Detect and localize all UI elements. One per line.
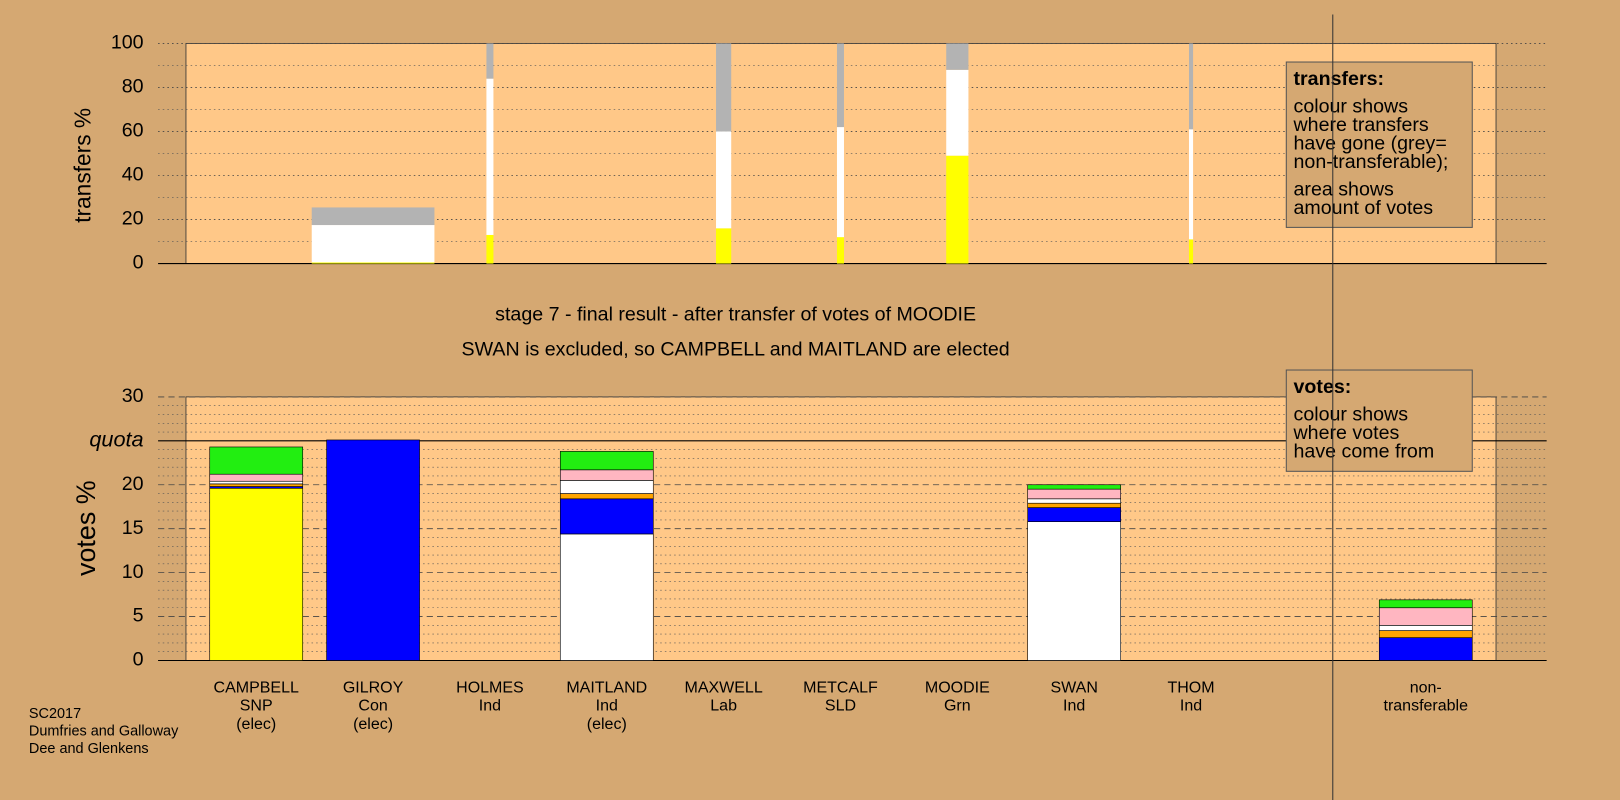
y-tick-label: 20	[122, 473, 144, 495]
bar-segment	[946, 43, 969, 70]
y-tick-label: 15	[122, 517, 144, 539]
x-tick-label: Grn	[944, 698, 971, 715]
bar-segment	[486, 43, 494, 79]
x-tick-label: METCALF	[803, 680, 878, 697]
legend-title: transfers:	[1294, 68, 1385, 90]
footer-text: SC2017	[29, 706, 81, 722]
bar-segment	[559, 498, 654, 535]
bar-segment	[209, 446, 304, 475]
x-tick-label: THOM	[1167, 680, 1214, 697]
bar-segment	[326, 439, 420, 661]
legend-text: have gone (grey=	[1294, 132, 1447, 154]
x-tick-label: non-	[1410, 680, 1442, 697]
bar-segment	[1027, 502, 1121, 508]
bar-segment	[1027, 507, 1121, 522]
legend-text: area shows	[1294, 179, 1395, 201]
bar-segment	[1188, 129, 1194, 240]
y-tick-label: 0	[133, 649, 144, 671]
footer-text: Dee and Glenkens	[29, 741, 149, 757]
bar-segment	[1027, 484, 1121, 490]
x-tick-label: Ind	[479, 698, 501, 715]
bar-segment	[559, 480, 654, 494]
bar-segment	[1378, 625, 1473, 631]
y-tick-label: 5	[133, 605, 144, 627]
bar-segment	[836, 237, 844, 264]
bar-segment	[559, 533, 654, 661]
y-tick-label: 30	[122, 385, 144, 407]
bar-segment	[1378, 607, 1473, 626]
x-tick-label: Ind	[1063, 698, 1085, 715]
x-tick-label: MAXWELL	[685, 680, 763, 697]
x-tick-label: (elec)	[353, 716, 393, 733]
bar-segment	[311, 225, 435, 263]
bar-segment	[716, 43, 732, 132]
x-tick-label: SWAN	[1050, 680, 1097, 697]
bar-segment	[209, 487, 304, 661]
bar-segment	[559, 493, 654, 500]
y-tick-label: 10	[122, 561, 144, 583]
x-tick-label: (elec)	[587, 716, 627, 733]
bar-segment	[1188, 239, 1194, 264]
bar-segment	[209, 480, 304, 485]
bar-segment	[209, 483, 304, 487]
bar-segment	[1027, 498, 1121, 504]
y-tick-label: 100	[111, 32, 144, 54]
legend-text: amount of votes	[1294, 197, 1434, 219]
y-tick-label: quota	[89, 427, 143, 452]
bar-segment	[1188, 43, 1194, 130]
bar-segment	[486, 78, 494, 235]
legend-text: colour shows	[1294, 96, 1409, 118]
y-tick-label: 40	[122, 164, 144, 186]
bar-segment	[1378, 630, 1473, 638]
bar-segment	[1378, 637, 1473, 661]
y-axis-label: votes %	[71, 480, 101, 576]
bar-segment	[209, 473, 304, 482]
y-tick-label: 20	[122, 208, 144, 230]
legend-text: colour shows	[1294, 404, 1409, 426]
y-axis-label: transfers %	[70, 108, 96, 223]
x-tick-label: GILROY	[343, 680, 404, 697]
x-tick-label: MAITLAND	[566, 680, 647, 697]
legend-text: non-transferable);	[1294, 151, 1449, 173]
bar-segment	[716, 228, 732, 264]
legend-box	[1285, 369, 1473, 472]
legend-title: votes:	[1294, 376, 1352, 398]
bar-segment	[836, 43, 844, 128]
legend-text: have come from	[1294, 440, 1435, 462]
bar-segment	[311, 207, 435, 226]
legend-text: where votes	[1293, 422, 1400, 444]
x-tick-label: (elec)	[236, 716, 276, 733]
bar-segment	[1027, 521, 1121, 661]
x-tick-label: SLD	[825, 698, 856, 715]
chart-title: stage 7 - final result - after transfer …	[495, 303, 976, 325]
bar-segment	[559, 469, 654, 481]
legend-box	[1285, 61, 1473, 228]
x-tick-label: transferable	[1384, 698, 1469, 715]
bar-segment	[1027, 488, 1121, 500]
bar-segment	[559, 451, 654, 471]
x-tick-label: MOODIE	[925, 680, 990, 697]
x-tick-label: SNP	[240, 698, 273, 715]
bar-segment	[836, 127, 844, 238]
bar-segment	[716, 131, 732, 229]
bar-segment	[946, 69, 969, 156]
legend-text: where transfers	[1293, 114, 1429, 136]
bar-segment	[311, 262, 435, 264]
bar-segment	[946, 155, 969, 264]
x-tick-label: Lab	[710, 698, 737, 715]
chart-title: SWAN is excluded, so CAMPBELL and MAITLA…	[462, 339, 1010, 361]
x-tick-label: Con	[358, 698, 387, 715]
footer-text: Dumfries and Galloway	[29, 724, 179, 740]
x-tick-label: HOLMES	[456, 680, 524, 697]
bar-segment	[1378, 599, 1473, 609]
bar-segment	[486, 234, 494, 264]
y-tick-label: 0	[133, 252, 144, 274]
x-tick-label: Ind	[1180, 698, 1202, 715]
x-tick-label: Ind	[596, 698, 618, 715]
y-tick-label: 80	[122, 76, 144, 98]
x-tick-label: CAMPBELL	[214, 680, 299, 697]
y-tick-label: 60	[122, 120, 144, 142]
